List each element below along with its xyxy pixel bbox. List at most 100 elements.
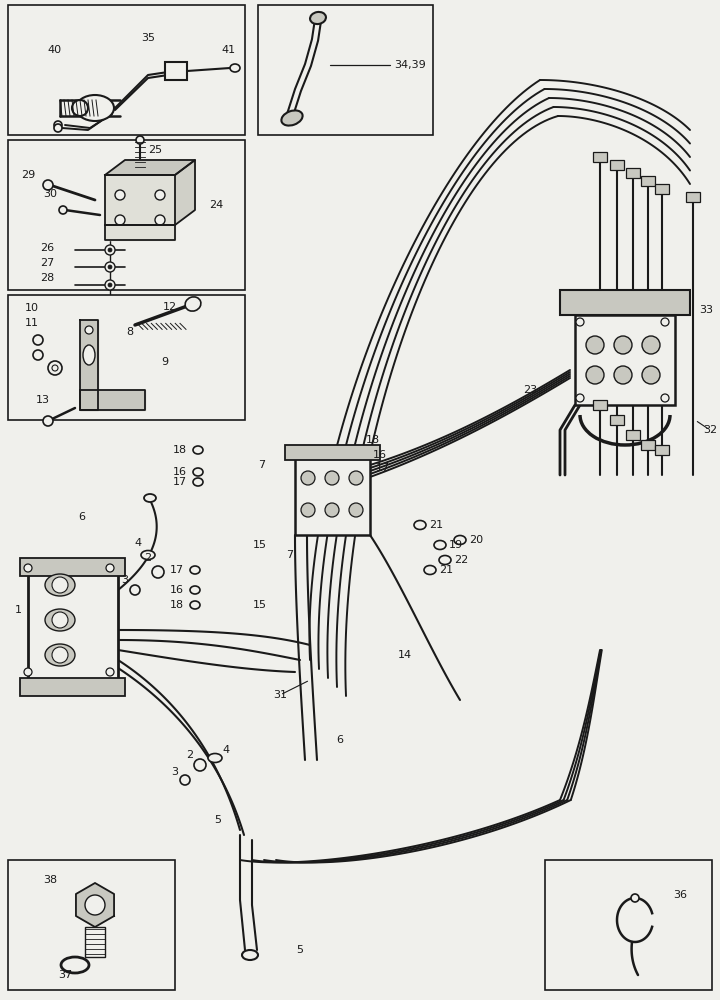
Circle shape <box>586 366 604 384</box>
Bar <box>655 445 669 455</box>
Circle shape <box>106 668 114 676</box>
Circle shape <box>52 577 68 593</box>
Text: 5: 5 <box>297 945 304 955</box>
Circle shape <box>301 471 315 485</box>
Circle shape <box>631 894 639 902</box>
Ellipse shape <box>424 566 436 574</box>
Circle shape <box>325 503 339 517</box>
Text: 35: 35 <box>141 33 155 43</box>
Circle shape <box>115 215 125 225</box>
Circle shape <box>152 566 164 578</box>
Polygon shape <box>80 320 98 410</box>
Text: 21: 21 <box>439 565 453 575</box>
Ellipse shape <box>454 536 466 544</box>
Circle shape <box>59 206 67 214</box>
Bar <box>626 430 640 440</box>
Circle shape <box>43 180 53 190</box>
Circle shape <box>33 350 43 360</box>
Bar <box>8 860 175 990</box>
Ellipse shape <box>45 644 75 666</box>
Text: 24: 24 <box>209 200 223 210</box>
Text: 36: 36 <box>673 890 687 900</box>
Circle shape <box>155 190 165 200</box>
Circle shape <box>180 775 190 785</box>
Ellipse shape <box>230 64 240 72</box>
Text: 6: 6 <box>78 512 86 522</box>
Ellipse shape <box>193 468 203 476</box>
Ellipse shape <box>72 100 88 116</box>
Bar <box>85 927 105 957</box>
Text: 16: 16 <box>170 585 184 595</box>
Circle shape <box>24 668 32 676</box>
Circle shape <box>43 416 53 426</box>
Circle shape <box>52 365 58 371</box>
Circle shape <box>136 136 144 144</box>
Circle shape <box>108 265 112 269</box>
Circle shape <box>155 215 165 225</box>
Bar <box>20 558 125 576</box>
Text: 16: 16 <box>173 467 187 477</box>
Text: 15: 15 <box>253 600 267 610</box>
Text: 16: 16 <box>373 450 387 460</box>
Text: 9: 9 <box>161 357 168 367</box>
Text: 17: 17 <box>170 565 184 575</box>
Circle shape <box>614 366 632 384</box>
Circle shape <box>85 895 105 915</box>
Polygon shape <box>105 175 175 225</box>
Circle shape <box>105 245 115 255</box>
Polygon shape <box>76 883 114 927</box>
Circle shape <box>661 318 669 326</box>
Ellipse shape <box>414 520 426 530</box>
Circle shape <box>52 612 68 628</box>
Circle shape <box>325 471 339 485</box>
Text: 1: 1 <box>14 605 22 615</box>
Circle shape <box>586 336 604 354</box>
Bar <box>655 184 669 194</box>
Text: 8: 8 <box>127 327 134 337</box>
Text: 12: 12 <box>163 302 177 312</box>
Circle shape <box>349 471 363 485</box>
Bar <box>686 192 700 202</box>
Text: 7: 7 <box>287 550 294 560</box>
Circle shape <box>194 759 206 771</box>
Circle shape <box>661 394 669 402</box>
Text: 4: 4 <box>135 538 142 548</box>
Ellipse shape <box>434 540 446 550</box>
Circle shape <box>48 361 62 375</box>
Ellipse shape <box>185 297 201 311</box>
Ellipse shape <box>141 550 155 560</box>
Bar <box>165 62 187 80</box>
Text: 10: 10 <box>25 303 39 313</box>
Bar <box>610 160 624 170</box>
Bar <box>560 290 690 315</box>
Text: 29: 29 <box>21 170 35 180</box>
Ellipse shape <box>193 446 203 454</box>
Ellipse shape <box>83 345 95 365</box>
Bar <box>285 445 380 460</box>
Circle shape <box>301 503 315 517</box>
Ellipse shape <box>208 754 222 762</box>
Text: 15: 15 <box>253 540 267 550</box>
Polygon shape <box>80 390 145 410</box>
Bar <box>575 315 675 405</box>
Ellipse shape <box>45 609 75 631</box>
Ellipse shape <box>45 574 75 596</box>
Text: 22: 22 <box>454 555 468 565</box>
Bar <box>8 5 245 135</box>
Bar <box>295 455 370 535</box>
Circle shape <box>576 394 584 402</box>
Bar <box>626 168 640 178</box>
Circle shape <box>130 585 140 595</box>
Text: 18: 18 <box>170 600 184 610</box>
Bar <box>610 415 624 425</box>
Ellipse shape <box>190 601 200 609</box>
Text: 38: 38 <box>43 875 57 885</box>
Text: 28: 28 <box>40 273 54 283</box>
Ellipse shape <box>190 566 200 574</box>
Circle shape <box>33 335 43 345</box>
Circle shape <box>105 262 115 272</box>
Circle shape <box>52 647 68 663</box>
Text: 37: 37 <box>58 970 72 980</box>
Text: 20: 20 <box>469 535 483 545</box>
Circle shape <box>85 326 93 334</box>
